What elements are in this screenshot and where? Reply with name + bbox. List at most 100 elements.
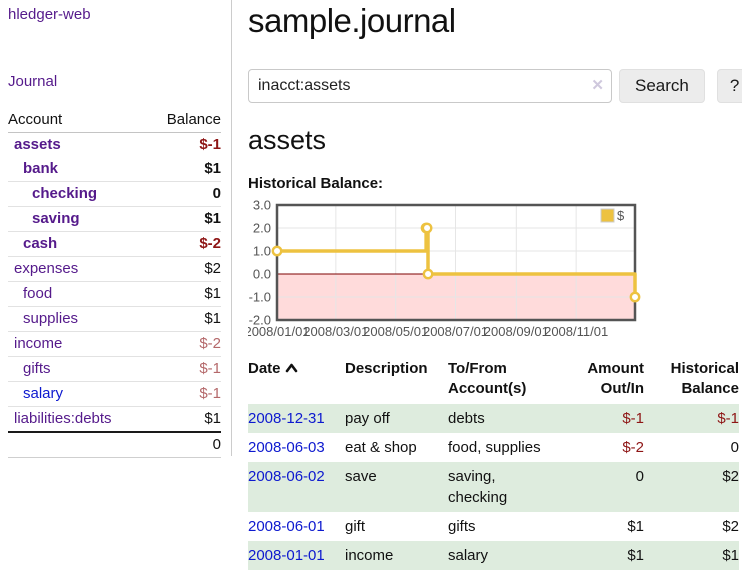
transaction-balance: $2 [722, 517, 739, 535]
svg-text:2008/07/01: 2008/07/01 [423, 324, 488, 339]
transaction-balance: 0 [730, 438, 739, 456]
account-balance: $1 [204, 160, 221, 177]
transaction-date-link[interactable]: 2008-01-01 [248, 546, 325, 564]
account-link[interactable]: checking [32, 185, 98, 202]
transaction-amount: $-2 [622, 438, 644, 456]
account-row: supplies $1 [8, 306, 221, 332]
transaction-accounts: debts [448, 409, 485, 427]
account-row: food $1 [8, 281, 221, 307]
svg-text:$: $ [617, 208, 625, 223]
account-link[interactable]: cash [23, 235, 58, 252]
account-balance: $1 [147, 206, 221, 232]
accounts-header-balance: Balance [147, 108, 221, 133]
transaction-accounts: food, supplies [448, 438, 541, 456]
account-row: checking 0 [8, 181, 221, 207]
account-row: cash $-2 [8, 231, 221, 257]
account-balance: $1 [147, 306, 221, 332]
app-title-link[interactable]: hledger-web [8, 6, 91, 23]
register-table: Date Description To/From Account(s) Amou… [248, 357, 739, 570]
account-link[interactable]: assets [14, 136, 61, 153]
sidebar: hledger-web Journal Account Balance asse… [0, 0, 232, 458]
account-link[interactable]: income [14, 335, 63, 352]
chart-title: Historical Balance: [248, 175, 384, 192]
transaction-description: gift [345, 517, 366, 535]
svg-text:3.0: 3.0 [253, 199, 271, 213]
transaction-description: save [345, 467, 377, 485]
account-balance: $1 [147, 281, 221, 307]
transaction-date-link[interactable]: 2008-12-31 [248, 409, 325, 427]
search-form: ✕ Search ? [248, 69, 742, 103]
register-header-description: Description [345, 360, 428, 377]
transaction-accounts: salary [448, 546, 489, 564]
transaction-date-link[interactable]: 2008-06-01 [248, 517, 325, 535]
historical-balance-chart[interactable]: 3.0 2.0 1.0 0.0 -1.0 -2.0 2008/01/01 2008/03/01… [248, 199, 742, 343]
search-button[interactable]: Search [619, 69, 705, 103]
account-row: liabilities:debts $1 [8, 406, 221, 432]
register-header-date[interactable]: Date [248, 357, 345, 404]
account-row: gifts $-1 [8, 356, 221, 382]
transaction-balance: $1 [722, 546, 739, 564]
svg-text:1.0: 1.0 [253, 244, 271, 259]
transaction-amount: 0 [635, 467, 644, 485]
transaction-balance: $-1 [717, 409, 739, 427]
transaction-amount: $1 [627, 546, 644, 564]
transaction-description: income [345, 546, 394, 564]
account-balance: 0 [147, 181, 221, 207]
sidebar-item-journal[interactable]: Journal [8, 73, 58, 90]
transaction-amount: $-1 [622, 409, 644, 427]
account-balance: $1 [147, 406, 221, 432]
account-row: bank $1 [8, 157, 221, 182]
accounts-table: Account Balance assets $-1 bank $1 check… [8, 108, 221, 458]
account-balance: $2 [147, 256, 221, 282]
register-row: 2008-01-01 income salary $1 $1 [248, 540, 739, 570]
account-balance: $-1 [147, 381, 221, 407]
help-button[interactable]: ? [716, 69, 742, 103]
main-content: sample.journal ✕ Search ? assets Histori… [232, 0, 742, 582]
transaction-balance: $2 [722, 467, 739, 485]
account-heading: assets [248, 125, 327, 155]
account-link[interactable]: bank [23, 160, 59, 177]
account-link[interactable]: gifts [23, 360, 51, 377]
accounts-header-account: Account [8, 108, 148, 133]
transaction-accounts: gifts [448, 517, 476, 535]
account-link[interactable]: supplies [23, 310, 79, 327]
svg-text:2008/09/01: 2008/09/01 [484, 324, 549, 339]
register-header-balance: Historical Balance [670, 360, 739, 398]
account-row: income $-2 [8, 331, 221, 357]
svg-text:0.0: 0.0 [253, 267, 271, 282]
register-row: 2008-12-31 pay off debts $-1 $-1 [248, 403, 739, 433]
account-row: salary $-1 [8, 381, 221, 407]
register-row: 2008-06-01 gift gifts $1 $2 [248, 512, 739, 541]
svg-text:2008/01/01: 2008/01/01 [248, 324, 310, 339]
svg-text:2008/03/01: 2008/03/01 [303, 324, 368, 339]
transaction-date-link[interactable]: 2008-06-03 [248, 438, 325, 456]
svg-text:2008/11/01: 2008/11/01 [544, 324, 608, 339]
accounts-total: 0 [147, 431, 221, 458]
svg-text:-1.0: -1.0 [249, 290, 271, 305]
register-header-amount: Amount Out/In [587, 360, 644, 398]
account-balance: $-2 [147, 331, 221, 357]
account-link[interactable]: salary [23, 385, 64, 402]
account-balance: $-2 [147, 231, 221, 257]
register-header-accounts: To/From Account(s) [448, 360, 527, 398]
account-balance: $-1 [199, 136, 221, 153]
account-link[interactable]: liabilities:debts [14, 410, 112, 427]
svg-text:-2.0: -2.0 [249, 313, 271, 328]
register-row: 2008-06-03 eat & shop food, supplies $-2… [248, 433, 739, 462]
svg-text:2.0: 2.0 [253, 221, 271, 236]
sort-asc-icon [285, 359, 298, 379]
account-balance: $-1 [147, 356, 221, 382]
page-title: sample.journal [248, 2, 456, 39]
account-row: expenses $2 [8, 256, 221, 282]
transaction-description: eat & shop [345, 438, 417, 456]
transaction-accounts: saving, checking [448, 467, 508, 506]
account-link[interactable]: saving [32, 210, 80, 227]
register-row: 2008-06-02 save saving, checking 0 $2 [248, 461, 739, 512]
search-input[interactable] [248, 69, 612, 103]
chart-canvas[interactable]: 3.0 2.0 1.0 0.0 -1.0 -2.02008/01/012008/03/01… [248, 199, 742, 343]
account-link[interactable]: food [23, 285, 53, 302]
transaction-date-link[interactable]: 2008-06-02 [248, 467, 325, 485]
account-link[interactable]: expenses [14, 260, 79, 277]
clear-icon[interactable]: ✕ [591, 77, 604, 94]
account-row: saving $1 [8, 206, 221, 232]
